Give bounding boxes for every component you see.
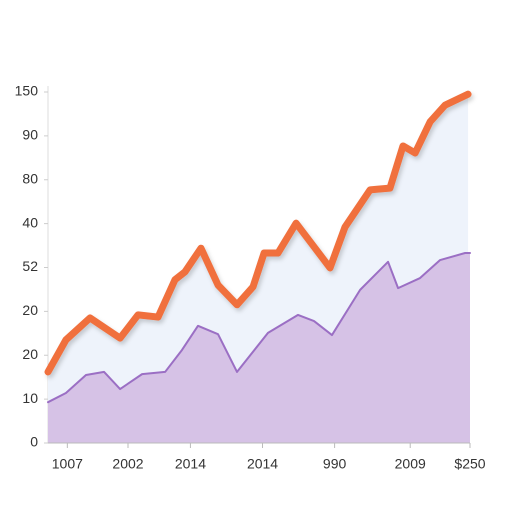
y-tick-label: 20 — [22, 346, 38, 362]
x-tick-label: 1007 — [52, 456, 83, 472]
area — [48, 253, 470, 443]
x-tick-label: 2009 — [395, 456, 426, 472]
x-tick-label: 2014 — [175, 456, 206, 472]
y-tick-label: 10 — [22, 390, 38, 406]
y-tick-label: 80 — [22, 170, 38, 186]
x-tick-label: $250 — [454, 456, 485, 472]
x-tick-label: 2002 — [112, 456, 143, 472]
line — [47, 252, 471, 404]
x-tick-label: 2014 — [247, 456, 278, 472]
y-tick-label: 40 — [22, 214, 38, 230]
line — [44, 90, 472, 376]
y-tick-label: 150 — [15, 83, 39, 99]
y-tick-label: 20 — [22, 302, 38, 318]
y-tick-label: 90 — [22, 127, 38, 143]
y-tick-label: 52 — [22, 258, 38, 274]
x-tick-label: 990 — [323, 456, 347, 472]
y-tick-label: 0 — [30, 434, 38, 450]
